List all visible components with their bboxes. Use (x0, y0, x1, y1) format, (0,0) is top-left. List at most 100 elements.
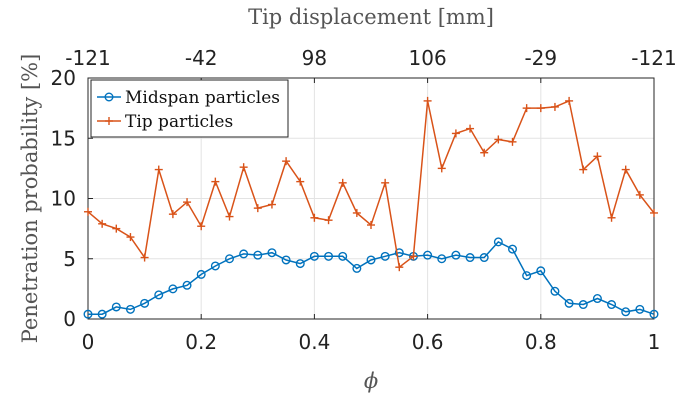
data-point-circle (210, 261, 220, 271)
legend: Midspan particles Tip particles (90, 79, 289, 138)
data-point-plus (466, 124, 475, 133)
data-point-circle (607, 300, 617, 310)
data-point-plus (338, 178, 347, 187)
data-point-plus (409, 252, 418, 261)
data-point-plus (112, 224, 121, 233)
data-point-circle (253, 250, 263, 260)
data-point-plus (593, 152, 602, 161)
data-point-plus (239, 163, 248, 172)
data-point-circle (281, 255, 291, 265)
data-point-plus (565, 96, 574, 105)
data-point-circle (479, 253, 489, 263)
data-point-plus (324, 216, 333, 225)
data-point-circle (592, 294, 602, 304)
data-point-circle (366, 255, 376, 265)
legend-marker-shape (105, 117, 113, 125)
data-point-circle (536, 266, 546, 276)
y-tick-label: 20 (51, 66, 76, 90)
data-point-plus (296, 177, 305, 186)
y-tick-label: 10 (51, 187, 76, 211)
legend-label-midspan: Midspan particles (125, 88, 280, 108)
series-layer (83, 96, 659, 319)
data-point-circle (578, 300, 588, 310)
data-point-circle (338, 251, 348, 261)
data-point-circle (493, 237, 503, 247)
y-tick-label: 5 (63, 247, 76, 271)
data-point-plus (395, 263, 404, 272)
data-point-plus (154, 165, 163, 174)
data-point-circle (83, 309, 93, 319)
data-point-circle (621, 307, 631, 317)
x-tick-label: 0.6 (412, 330, 444, 354)
data-point-circle (352, 263, 362, 273)
data-point-plus (126, 233, 135, 242)
legend-marker-midspan (104, 92, 114, 102)
legend-label-tip: Tip particles (125, 112, 233, 132)
data-point-plus (536, 104, 545, 113)
data-point-plus (579, 165, 588, 174)
data-point-circle (508, 244, 518, 254)
data-point-circle (111, 302, 121, 312)
data-point-circle (550, 286, 560, 296)
data-point-circle (423, 250, 433, 260)
x-tick-label: 0.4 (298, 330, 330, 354)
data-point-plus (84, 207, 92, 216)
data-point-plus (635, 190, 644, 199)
data-point-circle (465, 253, 475, 263)
y-tick-label: 0 (63, 307, 76, 331)
data-point-plus (183, 198, 192, 207)
data-point-circle (522, 271, 532, 281)
data-point-circle (295, 259, 305, 269)
data-point-circle (309, 251, 319, 261)
data-point-circle (380, 251, 390, 261)
data-point-plus (451, 129, 460, 138)
legend-marker-tip (105, 117, 113, 125)
series-1 (84, 96, 658, 272)
top-tick-label: 98 (302, 46, 327, 70)
data-point-circle (324, 251, 334, 261)
data-point-plus (437, 164, 446, 173)
data-point-plus (197, 222, 206, 231)
data-point-circle (267, 248, 277, 258)
data-point-plus (352, 208, 361, 217)
data-point-plus (621, 165, 630, 174)
data-point-circle (437, 254, 447, 264)
data-point-plus (367, 221, 375, 230)
top-tick-label: -42 (185, 46, 218, 70)
data-point-plus (423, 96, 432, 105)
data-point-plus (253, 204, 262, 213)
top-tick-label: 106 (409, 46, 447, 70)
top-tick-label: -29 (524, 46, 557, 70)
x-tick-label: 0.8 (525, 330, 557, 354)
data-point-plus (550, 102, 559, 111)
top-axis-title: Tip displacement [mm] (248, 5, 494, 29)
data-point-plus (381, 178, 390, 187)
data-point-plus (267, 200, 276, 209)
data-point-plus (140, 253, 149, 262)
data-point-plus (168, 210, 177, 219)
data-point-plus (211, 177, 220, 186)
legend-marker-shape (104, 92, 114, 102)
y-axis-title: Penetration probability [%] (18, 54, 42, 344)
data-point-circle (140, 298, 150, 308)
data-point-plus (522, 104, 531, 113)
top-tick-label: -121 (65, 46, 110, 70)
legend-box (90, 79, 289, 138)
data-point-circle (564, 298, 574, 308)
data-point-plus (494, 135, 503, 144)
data-point-plus (508, 137, 517, 146)
data-point-plus (282, 157, 291, 166)
data-point-circle (125, 304, 135, 314)
data-point-circle (182, 280, 192, 290)
data-point-plus (310, 213, 319, 222)
data-point-circle (196, 269, 206, 279)
top-tick-label: -121 (631, 46, 676, 70)
data-point-circle (451, 250, 461, 260)
series-0 (83, 237, 659, 319)
x-axis-title: ϕ (364, 369, 378, 393)
data-point-circle (649, 309, 659, 319)
data-point-plus (98, 219, 107, 228)
data-point-circle (224, 254, 234, 264)
